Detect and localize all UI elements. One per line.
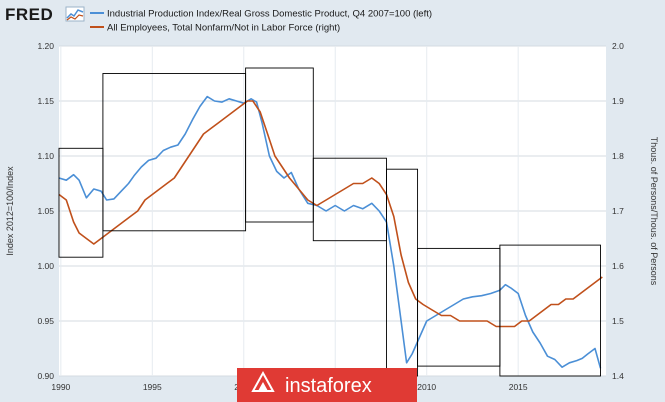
series-line-ip-gdp	[58, 95, 602, 369]
right-axis-title: Thous. of Persons/Thous. of Persons	[649, 137, 659, 286]
fred-logo-graph-icon	[65, 6, 85, 22]
legend-label-employment: All Employees, Total Nonfarm/Not in Labo…	[107, 23, 340, 34]
watermark-text: instaforex	[285, 375, 372, 397]
fred-logo[interactable]: FRED	[5, 5, 85, 24]
left-tick-label: 1.15	[37, 96, 54, 106]
left-tick-label: 1.10	[37, 151, 54, 161]
left-axis-title: Index 2012=100/Index	[5, 166, 15, 256]
left-tick-label: 1.20	[37, 41, 54, 51]
annotation-box	[245, 67, 314, 223]
legend-label-ip-gdp: Industrial Production Index/Real Gross D…	[107, 9, 432, 20]
watermark-logo-icon	[251, 370, 275, 392]
right-tick-label: 1.5	[612, 316, 624, 326]
right-tick-label: 1.6	[612, 261, 624, 271]
x-tick-label: 2010	[417, 382, 436, 392]
legend: Industrial Production Index/Real Gross D…	[90, 9, 432, 34]
right-tick-label: 1.9	[612, 96, 624, 106]
right-axis-ticks: 1.4 1.5 1.6 1.7 1.8 1.9 2.0	[612, 41, 624, 381]
right-tick-label: 1.7	[612, 206, 624, 216]
x-tick-label: 2015	[509, 382, 528, 392]
right-tick-label: 1.8	[612, 151, 624, 161]
left-axis-ticks: 0.90 0.95 1.00 1.05 1.10 1.15 1.20	[37, 41, 54, 381]
watermark-background	[237, 368, 417, 402]
fred-logo-text: FRED	[5, 5, 53, 24]
left-tick-label: 1.00	[37, 261, 54, 271]
series-line-employment	[58, 100, 603, 328]
left-tick-label: 0.90	[37, 371, 54, 381]
gridlines	[59, 45, 606, 377]
x-tick-label: 1995	[143, 382, 162, 392]
series-layer	[58, 95, 603, 369]
instaforex-watermark: instaforex	[237, 368, 417, 402]
right-tick-label: 1.4	[612, 371, 624, 381]
x-tick-label: 1990	[51, 382, 70, 392]
left-tick-label: 1.05	[37, 206, 54, 216]
left-tick-label: 0.95	[37, 316, 54, 326]
right-tick-label: 2.0	[612, 41, 624, 51]
annotation-boxes	[58, 67, 601, 377]
annotation-box	[499, 244, 601, 377]
